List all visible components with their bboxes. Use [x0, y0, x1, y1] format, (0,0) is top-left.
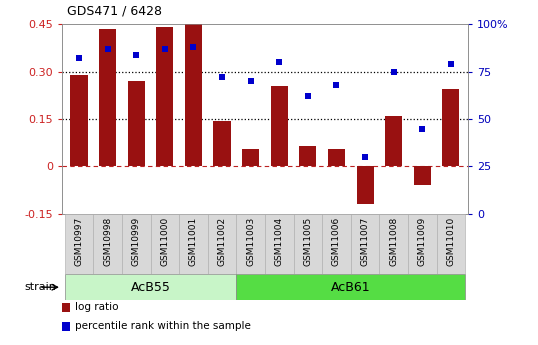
Point [447, 61, 455, 67]
Bar [62, 303, 70, 312]
Text: AcB61: AcB61 [331, 281, 371, 294]
Bar [242, 149, 259, 167]
Text: GSM11009: GSM11009 [418, 217, 427, 266]
Bar [62, 322, 70, 331]
Bar [208, 214, 236, 274]
Bar [328, 149, 345, 167]
Text: GSM10999: GSM10999 [132, 217, 141, 266]
Text: GSM10997: GSM10997 [75, 217, 83, 266]
Point [160, 46, 169, 51]
Text: GSM11003: GSM11003 [246, 217, 255, 266]
Point [103, 46, 112, 51]
Bar [151, 214, 179, 274]
Text: GSM11002: GSM11002 [217, 217, 226, 266]
Bar [179, 214, 208, 274]
Text: GSM11010: GSM11010 [447, 217, 455, 266]
Point [361, 154, 370, 160]
Bar [322, 214, 351, 274]
Bar [236, 214, 265, 274]
Text: strain: strain [25, 282, 56, 292]
Point [246, 78, 255, 84]
Bar [299, 146, 316, 167]
Point [418, 126, 427, 131]
Text: GSM11005: GSM11005 [303, 217, 313, 266]
Point [218, 75, 226, 80]
Text: GSM11006: GSM11006 [332, 217, 341, 266]
Text: GSM11004: GSM11004 [275, 217, 284, 266]
Bar [408, 214, 437, 274]
Bar [156, 27, 173, 167]
Point [189, 44, 198, 50]
Text: GDS471 / 6428: GDS471 / 6428 [67, 4, 162, 17]
Bar [236, 274, 465, 300]
Bar [414, 167, 431, 186]
Bar [351, 214, 379, 274]
Text: log ratio: log ratio [75, 302, 118, 312]
Bar [442, 89, 459, 167]
Bar [122, 214, 151, 274]
Bar [294, 214, 322, 274]
Bar [271, 86, 288, 167]
Bar [185, 22, 202, 167]
Bar [214, 121, 231, 167]
Bar [437, 214, 465, 274]
Text: GSM11007: GSM11007 [360, 217, 370, 266]
Bar [93, 214, 122, 274]
Bar [65, 274, 236, 300]
Bar [128, 81, 145, 167]
Bar [357, 167, 374, 204]
Point [303, 93, 312, 99]
Bar [385, 116, 402, 167]
Bar [265, 214, 294, 274]
Text: GSM11001: GSM11001 [189, 217, 198, 266]
Point [75, 56, 83, 61]
Text: percentile rank within the sample: percentile rank within the sample [75, 321, 251, 331]
Bar [70, 75, 88, 167]
Point [275, 59, 284, 65]
Point [132, 52, 140, 57]
Text: GSM10998: GSM10998 [103, 217, 112, 266]
Point [332, 82, 341, 88]
Text: AcB55: AcB55 [131, 281, 171, 294]
Bar [65, 214, 93, 274]
Point [390, 69, 398, 74]
Text: GSM11008: GSM11008 [389, 217, 398, 266]
Bar [99, 29, 116, 167]
Text: GSM11000: GSM11000 [160, 217, 169, 266]
Bar [379, 214, 408, 274]
